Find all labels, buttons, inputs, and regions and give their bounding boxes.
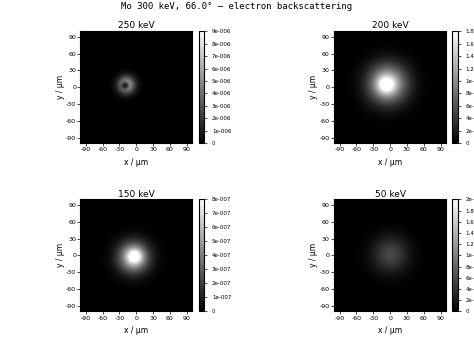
Title: 200 keV: 200 keV <box>372 21 409 30</box>
Y-axis label: y / μm: y / μm <box>310 243 319 267</box>
Y-axis label: y / μm: y / μm <box>310 75 319 99</box>
X-axis label: x / μm: x / μm <box>378 326 402 335</box>
Y-axis label: y / μm: y / μm <box>55 75 64 99</box>
Text: Mo 300 keV, 66.0° – electron backscattering: Mo 300 keV, 66.0° – electron backscatter… <box>121 2 353 11</box>
Title: 250 keV: 250 keV <box>118 21 155 30</box>
X-axis label: x / μm: x / μm <box>124 158 148 167</box>
Title: 50 keV: 50 keV <box>374 190 406 199</box>
Title: 150 keV: 150 keV <box>118 190 155 199</box>
Y-axis label: y / μm: y / μm <box>55 243 64 267</box>
X-axis label: x / μm: x / μm <box>124 326 148 335</box>
X-axis label: x / μm: x / μm <box>378 158 402 167</box>
